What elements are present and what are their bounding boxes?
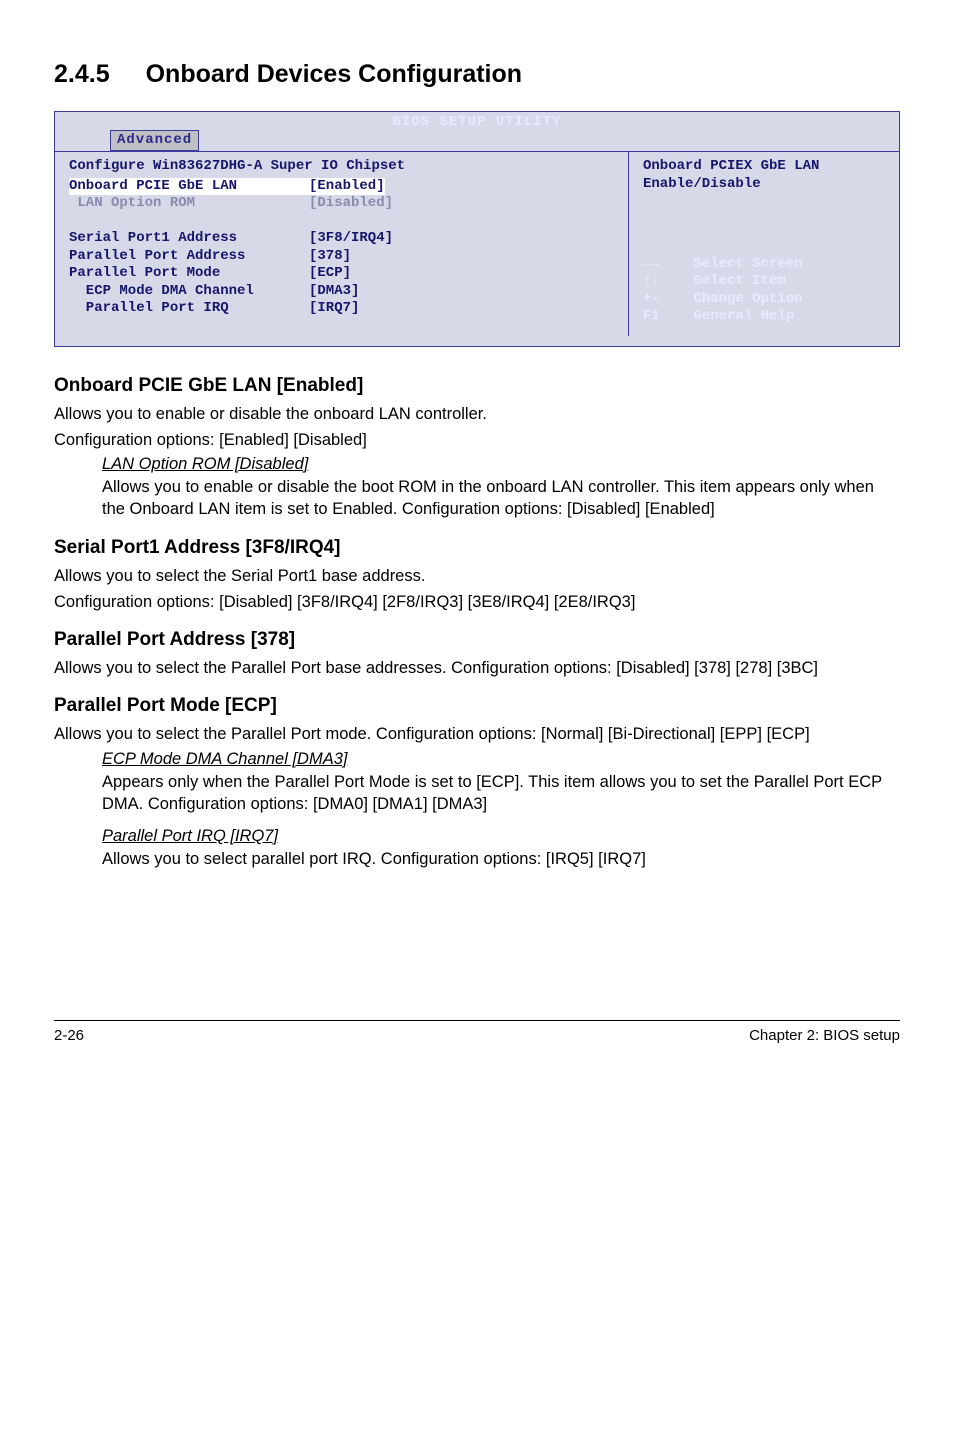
bios-body: Configure Win83627DHG-A Super IO Chipset… xyxy=(55,151,899,336)
bios-help-keys: ←→ Select Screen↑↓ Select Item+- Change … xyxy=(643,256,889,326)
subsection-lan-option-rom: LAN Option ROM [Disabled] Allows you to … xyxy=(102,455,900,521)
footer-page-number: 2-26 xyxy=(54,1027,84,1044)
bios-key-line: +- Change Option xyxy=(643,291,889,309)
para-onboard-pcie-a: Allows you to enable or disable the onbo… xyxy=(54,403,900,425)
bios-footer-strip xyxy=(55,336,899,346)
para-parallel-port-mode: Allows you to select the Parallel Port m… xyxy=(54,723,900,745)
heading-onboard-pcie: Onboard PCIE GbE LAN [Enabled] xyxy=(54,375,900,397)
bios-row-label: Parallel Port Address xyxy=(69,248,309,266)
bios-left-pane: Configure Win83627DHG-A Super IO Chipset… xyxy=(55,151,629,336)
bios-screenshot: BIOS SETUP UTILITY Advanced Configure Wi… xyxy=(54,111,900,347)
para-lan-option-rom: Allows you to enable or disable the boot… xyxy=(102,476,900,521)
bios-config-row: Onboard PCIE GbE LAN[Enabled] xyxy=(69,178,618,196)
para-parallel-irq: Allows you to select parallel port IRQ. … xyxy=(102,848,900,870)
bios-row-label: Serial Port1 Address xyxy=(69,230,309,248)
bios-row-value: [378] xyxy=(309,248,351,266)
bios-row-value: [ECP] xyxy=(309,265,351,283)
heading-serial-port1: Serial Port1 Address [3F8/IRQ4] xyxy=(54,537,900,559)
section-number: 2.4.5 xyxy=(54,60,110,89)
page-footer: 2-26 Chapter 2: BIOS setup xyxy=(54,1020,900,1044)
para-parallel-port-address: Allows you to select the Parallel Port b… xyxy=(54,657,900,679)
subsection-parallel-irq: Parallel Port IRQ [IRQ7] Allows you to s… xyxy=(102,827,900,870)
bios-row-label: ECP Mode DMA Channel xyxy=(69,283,309,301)
bios-config-row: Parallel Port Mode[ECP] xyxy=(69,265,618,283)
bios-config-heading: Configure Win83627DHG-A Super IO Chipset xyxy=(69,158,618,176)
bios-row-value: [3F8/IRQ4] xyxy=(309,230,393,248)
bios-right-pane: Onboard PCIEX GbE LAN Enable/Disable ←→ … xyxy=(629,151,899,336)
heading-parallel-port-address: Parallel Port Address [378] xyxy=(54,629,900,651)
bios-row-value: [Enabled] xyxy=(309,178,385,196)
bios-config-row: Parallel Port IRQ[IRQ7] xyxy=(69,300,618,318)
section-heading-text: Onboard Devices Configuration xyxy=(146,60,522,88)
bios-config-row: Parallel Port Address[378] xyxy=(69,248,618,266)
subheading-lan-option-rom: LAN Option ROM [Disabled] xyxy=(102,455,900,474)
subheading-parallel-irq: Parallel Port IRQ [IRQ7] xyxy=(102,827,900,846)
bios-row-label: Parallel Port Mode xyxy=(69,265,309,283)
bios-tab-advanced: Advanced xyxy=(110,130,199,152)
subsection-ecp-dma: ECP Mode DMA Channel [DMA3] Appears only… xyxy=(102,750,900,816)
para-ecp-dma: Appears only when the Parallel Port Mode… xyxy=(102,771,900,816)
bios-header: BIOS SETUP UTILITY Advanced xyxy=(55,112,899,151)
para-serial-port1-a: Allows you to select the Serial Port1 ba… xyxy=(54,565,900,587)
bios-config-row: Serial Port1 Address[3F8/IRQ4] xyxy=(69,230,618,248)
bios-row-value: [IRQ7] xyxy=(309,300,359,318)
bios-config-rows: Onboard PCIE GbE LAN[Enabled] LAN Option… xyxy=(69,178,618,318)
bios-key-line: ←→ Select Screen xyxy=(643,256,889,274)
section-title: 2.4.5 Onboard Devices Configuration xyxy=(54,60,900,89)
bios-config-row: LAN Option ROM[Disabled] xyxy=(69,195,618,213)
bios-row-label: LAN Option ROM xyxy=(69,195,309,213)
subheading-ecp-dma: ECP Mode DMA Channel [DMA3] xyxy=(102,750,900,769)
bios-config-row xyxy=(69,213,618,231)
para-serial-port1-b: Configuration options: [Disabled] [3F8/I… xyxy=(54,591,900,613)
bios-help-text: Onboard PCIEX GbE LAN Enable/Disable xyxy=(643,158,889,193)
heading-parallel-port-mode: Parallel Port Mode [ECP] xyxy=(54,695,900,717)
bios-row-label: Parallel Port IRQ xyxy=(69,300,309,318)
bios-row-value: [DMA3] xyxy=(309,283,359,301)
bios-row-value: [Disabled] xyxy=(309,195,393,213)
footer-chapter: Chapter 2: BIOS setup xyxy=(749,1027,900,1044)
bios-config-row: ECP Mode DMA Channel[DMA3] xyxy=(69,283,618,301)
bios-key-line: ↑↓ Select Item xyxy=(643,273,889,291)
bios-key-line: F1 General Help xyxy=(643,308,889,326)
para-onboard-pcie-b: Configuration options: [Enabled] [Disabl… xyxy=(54,429,900,451)
bios-row-label: Onboard PCIE GbE LAN xyxy=(69,178,309,196)
